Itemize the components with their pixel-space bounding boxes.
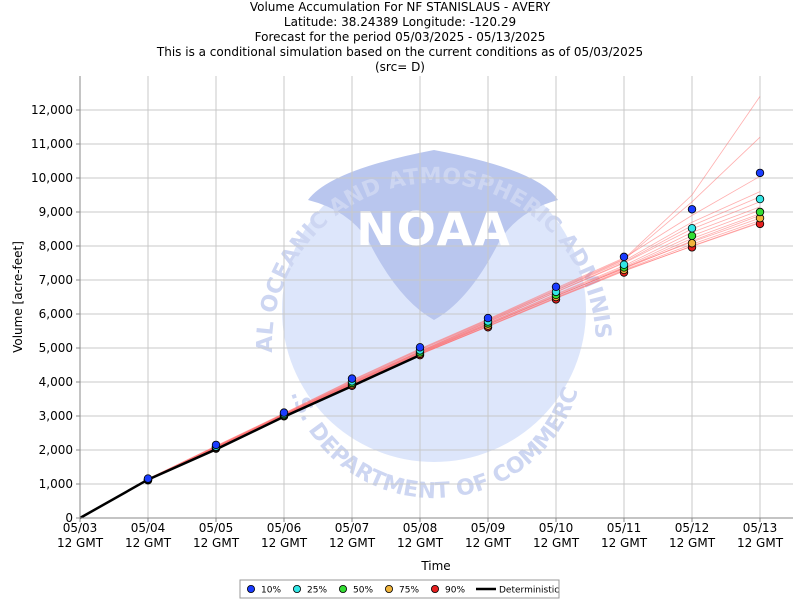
watermark-gull-shape: [308, 150, 558, 320]
percentile-point-10pct: [279, 408, 289, 417]
x-tick-label-time: 12 GMT: [397, 536, 444, 550]
legend-marker: [246, 585, 255, 594]
legend-marker: [430, 585, 439, 594]
x-tick-label-date: 05/08: [403, 521, 438, 535]
legend-label: 50%: [353, 586, 373, 596]
deterministic-series: [79, 354, 421, 520]
percentile-point-25pct: [755, 194, 765, 204]
x-tick-label-time: 12 GMT: [601, 536, 648, 550]
legend-label: 10%: [261, 586, 281, 596]
legend-marker: [384, 585, 393, 594]
y-tick-label: 8,000: [39, 239, 73, 253]
x-tick-label-date: 05/09: [471, 521, 506, 535]
y-tick-label: 3,000: [39, 409, 73, 423]
y-tick-label: 4,000: [39, 375, 73, 389]
y-tick-label: 0: [65, 511, 73, 525]
legend-label: 75%: [399, 586, 419, 596]
percentile-point-10pct: [347, 374, 357, 383]
deterministic-line: [79, 354, 421, 520]
x-tick-label-date: 05/04: [131, 521, 166, 535]
x-tick-label-time: 12 GMT: [737, 536, 784, 550]
percentile-point-75pct: [687, 239, 697, 248]
legend-label: 90%: [445, 586, 465, 596]
y-tick-label: 1,000: [39, 477, 73, 491]
x-tick-label-date: 05/13: [743, 521, 778, 535]
chart-subtitle-period: Forecast for the period 05/03/2025 - 05/…: [254, 30, 546, 44]
x-tick-label-date: 05/11: [607, 521, 642, 535]
watermark-noaa-letters: NOAA: [356, 202, 512, 256]
percentile-point-10pct: [415, 343, 425, 352]
legend-label: Deterministic: [499, 586, 559, 596]
grid-lines: [80, 76, 793, 518]
x-tick-label-time: 12 GMT: [533, 536, 580, 550]
percentile-points: [143, 168, 765, 485]
percentile-point-10pct: [619, 252, 629, 262]
percentile-point-10pct: [755, 168, 765, 178]
chart-title: Volume Accumulation For NF STANISLAUS - …: [249, 0, 551, 14]
y-tick-label: 2,000: [39, 443, 73, 457]
percentile-point-10pct: [483, 313, 493, 323]
chart-subtitle-condition: This is a conditional simulation based o…: [156, 45, 644, 59]
legend: 10% 25% 50% 75% 90% Deterministic: [239, 579, 560, 599]
percentile-point-25pct: [687, 224, 697, 233]
y-tick-label: 11,000: [31, 137, 73, 151]
x-tick-label-date: 05/05: [199, 521, 234, 535]
percentile-point-10pct: [687, 205, 697, 214]
x-tick-label-time: 12 GMT: [465, 536, 512, 550]
x-tick-label-time: 12 GMT: [57, 536, 104, 550]
percentile-point-10pct: [143, 474, 153, 483]
x-tick-label-time: 12 GMT: [329, 536, 376, 550]
x-tick-label-date: 05/03: [63, 521, 98, 535]
y-tick-label: 6,000: [39, 307, 73, 321]
chart-title-block: Volume Accumulation For NF STANISLAUS - …: [0, 0, 800, 75]
legend-label: 25%: [307, 586, 327, 596]
y-tick-label: 10,000: [31, 171, 73, 185]
x-tick-label-date: 05/07: [335, 521, 370, 535]
y-tick-label: 5,000: [39, 341, 73, 355]
y-tick-label: 12,000: [31, 103, 73, 117]
x-tick-label-time: 12 GMT: [125, 536, 172, 550]
legend-box: [239, 579, 560, 599]
legend-marker: [292, 585, 301, 594]
percentile-point-10pct: [211, 440, 221, 450]
y-tick-label: 7,000: [39, 273, 73, 287]
x-axis-label: Time: [420, 559, 450, 573]
percentile-point-25pct: [619, 260, 629, 269]
chart-subtitle-location: Latitude: 38.24389 Longitude: -120.29: [283, 15, 517, 29]
x-tick-label-time: 12 GMT: [193, 536, 240, 550]
chart-subtitle-source: (src= D): [375, 60, 425, 74]
y-axis-label: Volume [acre-feet]: [11, 241, 25, 353]
x-tick-label-time: 12 GMT: [669, 536, 716, 550]
legend-marker: [338, 585, 347, 594]
percentile-point-10pct: [551, 282, 561, 291]
x-tick-label-date: 05/06: [267, 521, 302, 535]
percentile-point-50pct: [687, 231, 697, 240]
x-tick-label-time: 12 GMT: [261, 536, 308, 550]
x-tick-label-date: 05/12: [675, 521, 710, 535]
axes: 0 1,000 2,000 3,000 4,000 5,000 6,000 7,000 8,00…: [31, 76, 793, 550]
percentile-point-50pct: [755, 207, 765, 217]
x-tick-label-date: 05/10: [539, 521, 574, 535]
y-tick-label: 9,000: [39, 205, 73, 219]
